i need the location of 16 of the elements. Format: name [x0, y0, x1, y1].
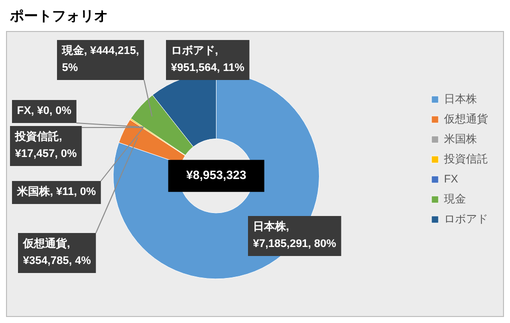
legend-label: 日本株 — [444, 92, 477, 106]
data-label: 米国株, ¥11, 0% — [16, 185, 96, 198]
data-label: 現金, ¥444,215, 5% — [61, 44, 140, 74]
data-label: 日本株, ¥7,185,291, 80% — [253, 220, 336, 250]
data-label: 仮想通貨, ¥354,785, 4% — [22, 237, 92, 268]
text: ¥8,953,323 — [186, 168, 247, 182]
legend-label: 投資信託 — [443, 152, 488, 166]
legend-label: 米国株 — [444, 132, 477, 146]
legend-label: 仮想通貨 — [444, 112, 488, 126]
legend-label: 現金 — [444, 194, 466, 206]
legend-label: FX — [444, 174, 459, 186]
legend-label: ロボアド — [444, 214, 488, 226]
text: FX, ¥0, 0% — [17, 105, 72, 118]
chart-title: ポートフォリオ — [9, 7, 108, 24]
data-label: 投資信託, ¥17,457, 0% — [14, 130, 77, 160]
data-label: ロボアド, ¥951,564, 11% — [171, 45, 245, 74]
